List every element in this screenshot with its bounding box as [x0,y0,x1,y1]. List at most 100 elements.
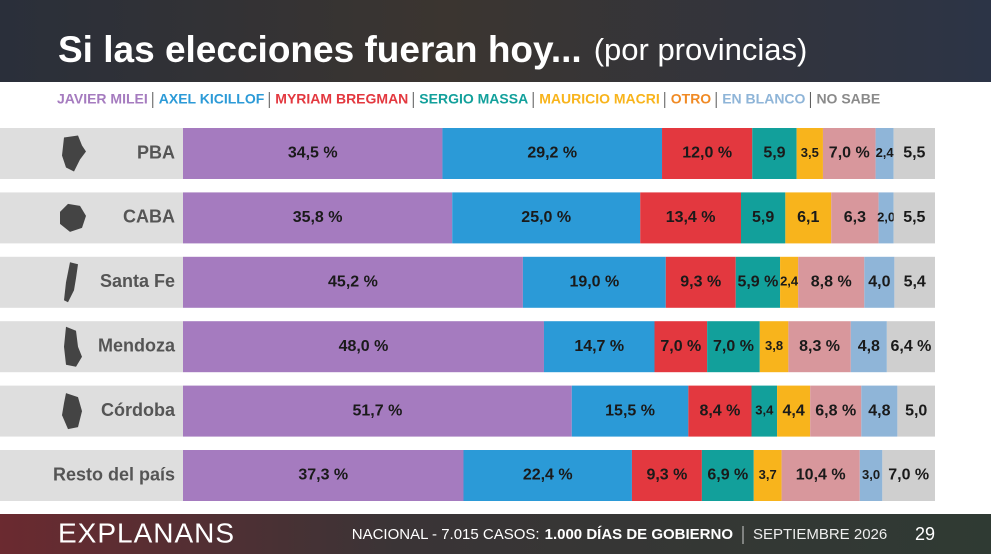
row-label-bg [0,321,183,373]
value-label: 7,0 % [713,338,754,355]
bar-segment [707,321,760,373]
value-label: 34,5 % [288,145,338,162]
bar-segment [893,192,935,244]
bar-segment [864,256,895,308]
bar-segment [183,385,572,437]
bar-segment [897,385,935,437]
value-label: 7,0 % [660,338,701,355]
category-label: CABA [123,207,175,227]
legend-label: SERGIO MASSA [419,91,528,107]
category-label: Santa Fe [100,271,175,291]
province-icon [60,203,86,232]
value-label: 4,4 [782,402,804,419]
province-icon [64,326,82,367]
sample: NACIONAL - 7.015 CASOS: [352,526,540,543]
title-main: Si las elecciones fueran hoy... [58,29,582,70]
province-icon [62,393,82,430]
value-label: 14,7 % [574,338,624,355]
legend-label: MYRIAM BREGMAN [275,91,408,107]
row-label-bg [0,385,183,437]
page-number: 29 [915,524,935,544]
value-label: 5,9 [763,145,785,162]
bar-segment [631,450,702,501]
bar-segment [701,450,754,501]
value-label: 10,4 % [796,467,846,484]
row-label-bg [0,450,183,501]
bar-segment [781,450,860,501]
bar-segment [735,256,781,308]
footer-bg [0,514,991,554]
value-label: 6,8 % [815,402,856,419]
bar-segment [861,385,898,437]
value-label: 3,5 [801,145,819,160]
bar-segment [442,128,663,179]
bar-segment [822,128,876,179]
value-label: 22,4 % [523,467,573,484]
bar-segment [452,192,641,244]
row-label-bg [0,128,183,179]
bar-segment [850,321,887,373]
category-label: Mendoza [98,335,176,355]
bar-segment [875,128,894,179]
legend: JAVIER MILEI AXEL KICILLOF MYRIAM BREGMAN S… [57,91,880,108]
bar-segment [751,385,778,437]
bar-segment [859,450,883,501]
bar-segment [893,128,935,179]
bar-segment [654,321,708,373]
value-label: 3,8 [765,338,783,353]
value-label: 4,0 [868,274,890,291]
bar-segment [662,128,753,179]
bar-segment [740,192,786,244]
value-label: 19,0 % [569,274,619,291]
value-label: 6,1 [797,209,819,226]
value-label: 2,4 [780,274,799,289]
value-label: 4,8 [868,402,890,419]
value-label: 9,3 % [680,274,721,291]
date: SEPTIEMBRE 2026 [753,526,887,543]
value-label: 8,3 % [799,338,840,355]
bar-segment [665,256,736,308]
bar-segment [543,321,655,373]
subtitle: (por provincias) [594,32,808,67]
value-label: 29,2 % [527,145,577,162]
value-label: 4,8 [858,338,880,355]
province-icon [64,262,78,303]
value-label: 48,0 % [339,338,389,355]
value-label: 7,0 % [829,145,870,162]
bar-segment [831,192,879,244]
legend-label: NO SABE [816,91,880,107]
value-label: 45,2 % [328,274,378,291]
legend-label: JAVIER MILEI [57,91,148,107]
bar-segment [798,256,865,308]
value-label: 5,9 [752,209,774,226]
legend-label: OTRO [671,91,712,107]
value-label: 6,4 % [890,338,931,355]
value-label: 9,3 % [646,467,687,484]
value-label: 5,0 [905,402,927,419]
value-label: 37,3 % [298,467,348,484]
value-label: 5,5 [903,145,925,162]
value-label: 35,8 % [293,209,343,226]
topic: 1.000 DÍAS DE GOBIERNO [545,526,734,543]
bar-segment [183,256,523,308]
bar-segment [886,321,935,373]
bar-segment [183,128,443,179]
bar-segment [640,192,741,244]
header-bg [0,0,991,82]
bar-segment [796,128,823,179]
value-label: 51,7 % [352,402,402,419]
value-label: 25,0 % [521,209,571,226]
bar-segment [183,450,464,501]
bar-segment [780,256,799,308]
bar-segment [759,321,789,373]
value-label: 5,9 % [737,274,778,291]
value-label: 15,5 % [605,402,655,419]
value-label: 13,4 % [666,209,716,226]
row-label-bg [0,256,183,308]
legend-label: AXEL KICILLOF [159,91,265,107]
bar-segment [463,450,632,501]
bar-segment [878,192,894,244]
bar-segment [894,256,935,308]
footer-note: NACIONAL - 7.015 CASOS: 1.000 DÍAS DE GOB… [352,526,734,543]
